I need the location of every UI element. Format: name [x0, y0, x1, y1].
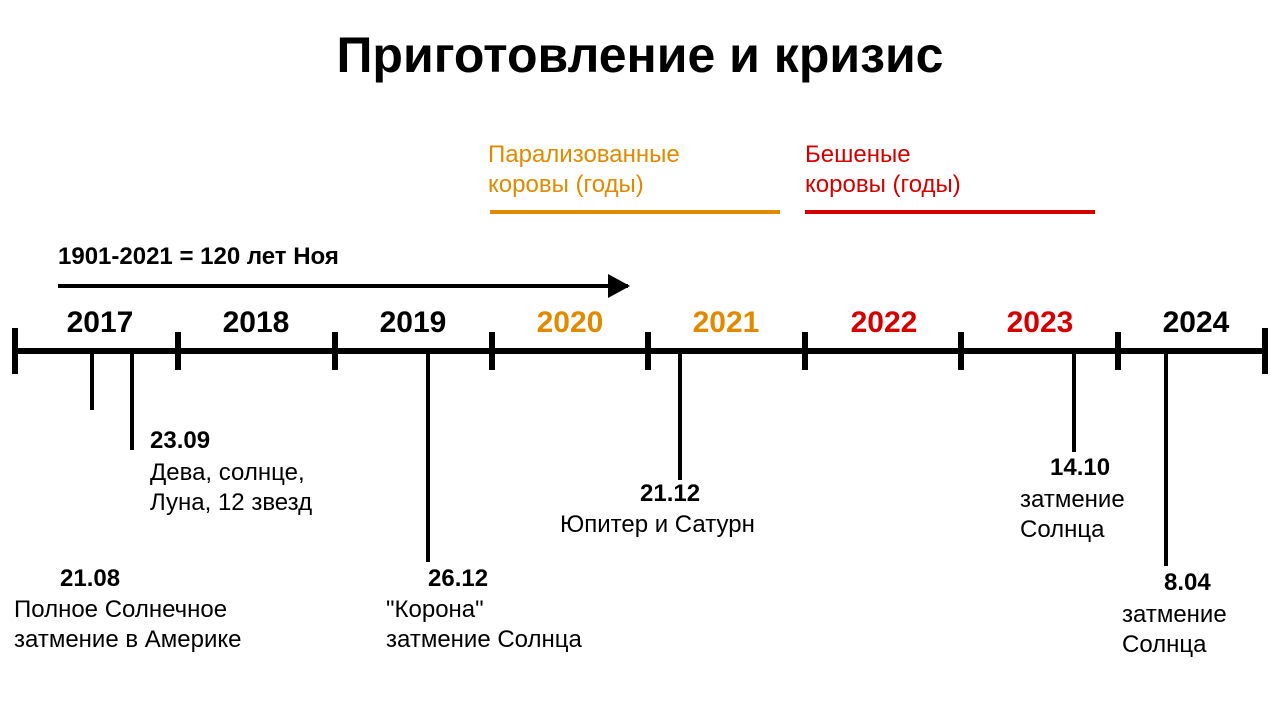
- timeline-axis: [12, 348, 1268, 354]
- axis-tick: [645, 332, 651, 370]
- event-marker-line: [1072, 354, 1076, 452]
- event-marker-line: [426, 354, 430, 562]
- event-date: 26.12: [428, 565, 488, 593]
- year-label: 2022: [851, 306, 918, 340]
- axis-tick: [1115, 332, 1121, 370]
- event-date: 14.10: [1050, 454, 1110, 482]
- period-label: Бешеныекоровы (годы): [805, 140, 961, 200]
- period-underline: [490, 210, 780, 214]
- period-label: Парализованныекоровы (годы): [488, 140, 680, 200]
- axis-tick: [332, 332, 338, 370]
- event-desc: Дева, солнце,Луна, 12 звезд: [150, 458, 312, 518]
- axis-tick: [958, 332, 964, 370]
- axis-tick: [12, 328, 18, 374]
- axis-tick: [175, 332, 181, 370]
- year-label: 2019: [380, 306, 447, 340]
- event-date: 8.04: [1164, 569, 1211, 597]
- event-marker-line: [1164, 354, 1168, 566]
- year-label: 2024: [1163, 306, 1230, 340]
- axis-tick: [1262, 328, 1268, 374]
- event-marker-line: [90, 354, 94, 410]
- event-date: 23.09: [150, 427, 210, 455]
- event-marker-line: [130, 354, 134, 450]
- event-date: 21.12: [640, 480, 700, 508]
- year-label: 2021: [693, 306, 760, 340]
- event-desc: Полное Солнечноезатмение в Америке: [14, 595, 241, 655]
- event-desc: затмениеСолнца: [1020, 485, 1125, 545]
- event-desc: Юпитер и Сатурн: [560, 510, 755, 540]
- axis-tick: [802, 332, 808, 370]
- chart-title: Приготовление и кризис: [0, 26, 1280, 84]
- period-underline: [805, 210, 1095, 214]
- year-label: 2020: [537, 306, 604, 340]
- noah-arrow: [58, 284, 628, 288]
- event-desc: затмениеСолнца: [1122, 600, 1227, 660]
- year-label: 2023: [1007, 306, 1074, 340]
- event-desc: "Корона"затмение Солнца: [386, 595, 582, 655]
- noah-label: 1901-2021 = 120 лет Ноя: [58, 243, 339, 271]
- event-marker-line: [678, 354, 682, 480]
- event-date: 21.08: [60, 565, 120, 593]
- year-label: 2018: [223, 306, 290, 340]
- year-label: 2017: [67, 306, 134, 340]
- axis-tick: [489, 332, 495, 370]
